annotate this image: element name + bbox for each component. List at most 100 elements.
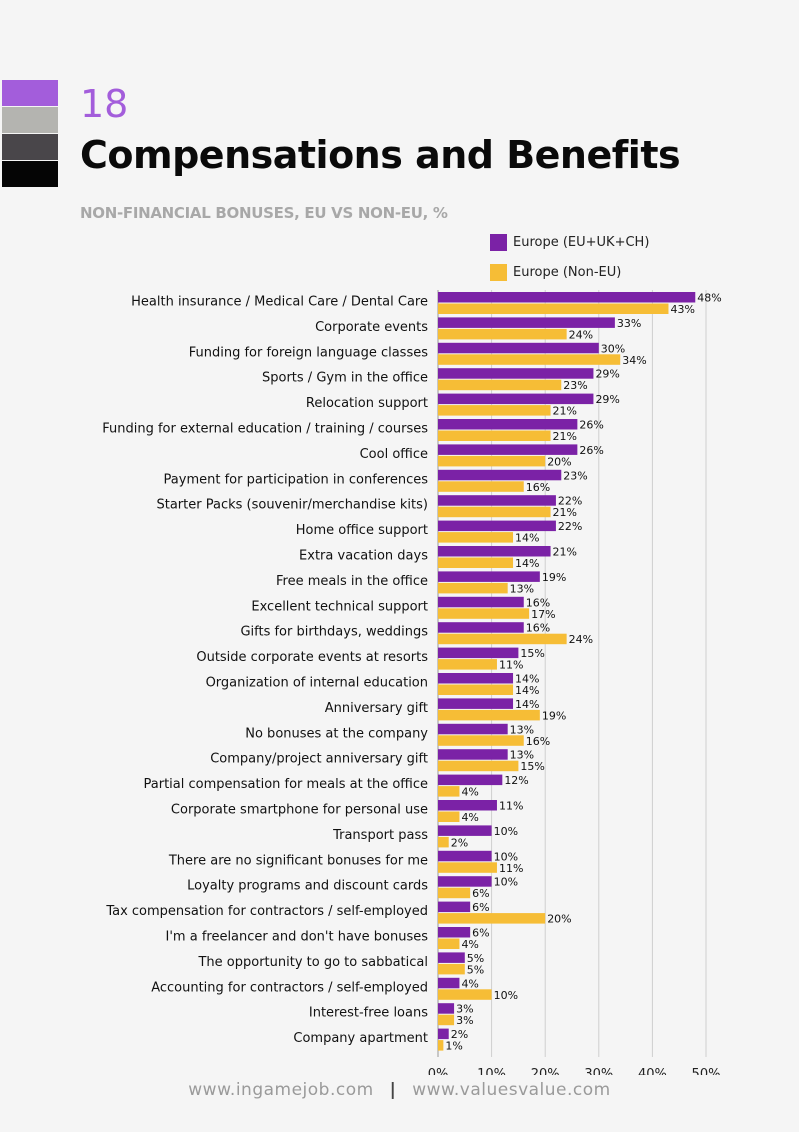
category-label: Organization of internal education	[206, 676, 428, 691]
category-label: Starter Packs (souvenir/merchandise kits…	[156, 498, 428, 513]
data-label-non-eu: 20%	[547, 913, 571, 926]
legend-item-eu: Europe (EU+UK+CH)	[490, 233, 649, 251]
bar-eu	[438, 469, 562, 481]
category-label: I'm a freelancer and don't have bonuses	[166, 930, 429, 945]
legend-label-non-eu: Europe (Non-EU)	[513, 264, 622, 280]
bar-eu	[438, 850, 492, 862]
legend-swatch-non-eu	[490, 263, 507, 281]
legend-item-non-eu: Europe (Non-EU)	[490, 263, 649, 281]
category-label: Funding for external education / trainin…	[102, 422, 428, 437]
category-label: Extra vacation days	[299, 549, 428, 564]
data-label-eu: 10%	[494, 876, 518, 889]
bar-eu	[438, 317, 615, 328]
data-label-non-eu: 3%	[456, 1014, 473, 1027]
data-label-eu: 19%	[542, 571, 566, 584]
data-label-non-eu: 4%	[461, 811, 478, 824]
data-label-eu: 16%	[526, 596, 550, 609]
bar-eu	[438, 927, 471, 938]
bar-non-eu	[438, 532, 514, 543]
bar-non-eu	[438, 760, 519, 772]
bar-non-eu	[438, 811, 460, 822]
data-label-non-eu: 20%	[547, 455, 571, 468]
category-label: Home office support	[296, 523, 428, 538]
data-label-eu: 14%	[515, 698, 539, 711]
bar-non-eu	[438, 659, 497, 670]
bar-non-eu	[438, 836, 449, 848]
legend-swatch-eu	[490, 233, 507, 251]
bar-non-eu	[438, 354, 621, 365]
bar-eu	[438, 749, 508, 760]
bar-non-eu	[438, 963, 465, 975]
data-label-non-eu: 21%	[553, 430, 577, 443]
data-label-eu: 16%	[526, 622, 550, 635]
bar-eu	[438, 571, 540, 582]
data-label-non-eu: 21%	[553, 506, 577, 519]
bar-eu	[438, 419, 578, 430]
bar-non-eu	[438, 633, 567, 645]
page-number: 18	[80, 82, 129, 126]
bar-non-eu	[438, 709, 540, 721]
category-label: Excellent technical support	[251, 599, 428, 614]
data-label-eu: 2%	[451, 1028, 468, 1041]
data-label-non-eu: 17%	[531, 608, 555, 621]
data-label-eu: 29%	[595, 368, 619, 381]
swatch-dark-gray	[2, 134, 58, 160]
data-label-eu: 22%	[558, 495, 582, 508]
bar-non-eu	[438, 455, 546, 467]
data-label-non-eu: 5%	[467, 963, 484, 976]
data-label-eu: 26%	[579, 444, 603, 457]
category-label: Company apartment	[293, 1031, 428, 1046]
data-label-eu: 48%	[697, 292, 721, 305]
data-label-non-eu: 16%	[526, 481, 550, 494]
category-label: Gifts for birthdays, weddings	[240, 625, 428, 640]
chart-legend: Europe (EU+UK+CH) Europe (Non-EU)	[490, 233, 649, 293]
bar-non-eu	[438, 430, 551, 441]
bar-non-eu	[438, 303, 669, 314]
data-label-eu: 6%	[472, 901, 489, 914]
footer: www.ingamejob.com | www.valuesvalue.com	[0, 1080, 799, 1100]
data-label-non-eu: 1%	[445, 1040, 462, 1053]
page-title: Compensations and Benefits	[80, 133, 681, 177]
bar-non-eu	[438, 684, 514, 695]
x-tick-label: 30%	[584, 1067, 613, 1075]
footer-separator: |	[389, 1080, 397, 1100]
data-label-eu: 10%	[494, 850, 518, 863]
category-label: Cool office	[360, 447, 428, 462]
bar-chart: 0% 10% 20% 30% 40% 50% Health insurance / Medi…	[102, 290, 722, 1075]
category-label: Company/project anniversary gift	[210, 752, 428, 767]
data-label-eu: 33%	[617, 317, 641, 330]
data-label-non-eu: 2%	[451, 836, 468, 849]
footer-link-ingamejob[interactable]: www.ingamejob.com	[188, 1080, 374, 1100]
category-label: Partial compensation for meals at the of…	[144, 777, 429, 792]
data-label-eu: 22%	[558, 520, 582, 533]
bar-eu	[438, 825, 492, 836]
category-label: Relocation support	[306, 396, 428, 411]
chart-subtitle: NON-FINANCIAL BONUSES, EU VS NON-EU, %	[80, 204, 448, 222]
data-label-non-eu: 10%	[494, 989, 518, 1002]
bar-eu	[438, 444, 578, 455]
bar-eu	[438, 698, 514, 709]
bar-non-eu	[438, 887, 471, 899]
data-label-non-eu: 13%	[510, 582, 534, 595]
footer-link-valuesvalue[interactable]: www.valuesvalue.com	[412, 1080, 611, 1100]
category-label: There are no significant bonuses for me	[168, 853, 428, 868]
data-label-eu: 15%	[520, 647, 544, 660]
bar-eu	[438, 622, 524, 633]
category-label: Transport pass	[332, 828, 428, 843]
category-label: Anniversary gift	[325, 701, 428, 716]
category-label: Accounting for contractors / self-employ…	[151, 980, 428, 995]
category-label: Loyalty programs and discount cards	[187, 879, 428, 894]
category-label: Free meals in the office	[276, 574, 428, 589]
category-label: Funding for foreign language classes	[189, 345, 428, 360]
category-label: Interest-free loans	[309, 1006, 428, 1021]
bar-eu	[438, 774, 503, 786]
bar-non-eu	[438, 405, 551, 416]
bar-non-eu	[438, 608, 530, 619]
bar-eu	[438, 520, 556, 532]
bar-eu	[438, 596, 524, 608]
bar-eu	[438, 546, 551, 557]
category-label: Health insurance / Medical Care / Dental…	[131, 295, 428, 310]
swatch-black	[2, 161, 58, 187]
category-label: Payment for participation in conferences	[164, 472, 429, 487]
bar-non-eu	[438, 481, 524, 492]
